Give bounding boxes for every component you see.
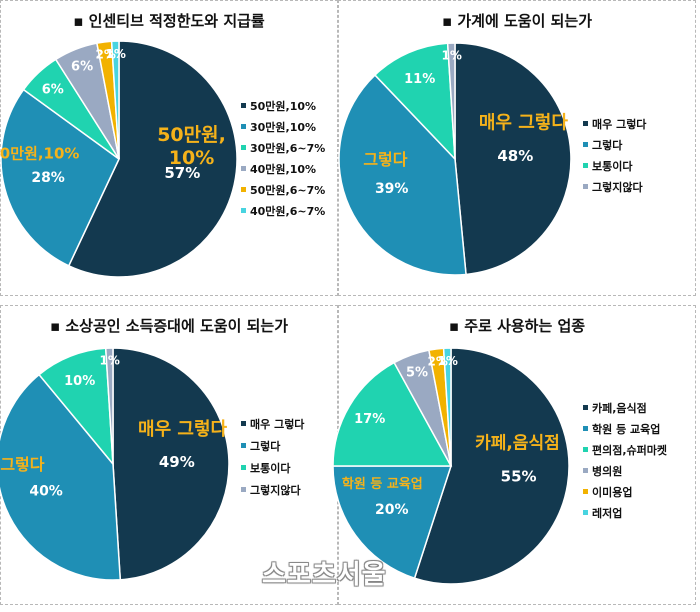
legend-label: 30만원,10%: [250, 120, 316, 134]
legend-swatch: [241, 103, 246, 108]
legend-label: 보통이다: [592, 159, 633, 173]
legend-swatch: [583, 510, 588, 515]
slice-value-label: 1%: [442, 49, 462, 63]
slice-value-label: 6%: [42, 83, 64, 98]
legend-swatch: [241, 145, 246, 150]
pie-slice: [332, 465, 453, 580]
slice-value-label: 10%: [64, 374, 95, 389]
slice-value-label: 5%: [406, 366, 428, 381]
pie-slice: [104, 347, 114, 465]
legend-swatch: [583, 468, 588, 473]
pie-slice: [112, 347, 230, 581]
legend-swatch: [241, 124, 246, 129]
slice-value-label: 57%: [164, 164, 200, 182]
chart-title: ▪ 소상공인 소득증대에 도움이 되는가: [49, 317, 289, 335]
legend-swatch: [241, 208, 246, 213]
legend-swatch: [583, 121, 588, 126]
legend-swatch: [241, 443, 246, 448]
legend-swatch: [583, 447, 588, 452]
legend-swatch: [583, 184, 588, 189]
slice-callout-label: 10%: [169, 147, 214, 169]
pie-slice: [454, 42, 572, 276]
slice-value-label: 48%: [497, 147, 533, 165]
pie-slice: [373, 42, 456, 162]
legend-label: 이미용업: [592, 485, 632, 499]
legend-swatch: [241, 421, 246, 426]
pie-slice: [442, 347, 452, 467]
slice-callout-label: 학원 등 교육업: [342, 476, 423, 492]
slice-callout-label: 매우 그렇다: [138, 419, 228, 440]
legend-swatch: [583, 163, 588, 168]
legend-swatch: [241, 465, 246, 470]
pie-slice: [110, 40, 120, 160]
legend-label: 30만원,6~7%: [250, 141, 325, 155]
watermark-logo: 스포츠서울: [262, 560, 387, 590]
slice-value-label: 55%: [501, 468, 537, 486]
slice-value-label: 2%: [428, 355, 448, 369]
legend-label: 매우 그렇다: [250, 417, 305, 431]
slice-value-label: 1%: [438, 354, 458, 368]
slice-value-label: 28%: [31, 170, 65, 186]
pie-slice: [38, 347, 114, 467]
chart-title: ▪ 가계에 도움이 되는가: [441, 12, 593, 30]
pie-slice: [0, 373, 122, 581]
pie-slice: [413, 347, 570, 585]
slice-value-label: 6%: [71, 60, 93, 75]
legend-label: 편의점,슈퍼마켓: [592, 443, 667, 457]
legend-swatch: [241, 166, 246, 171]
pie-slice: [67, 40, 238, 278]
legend-swatch: [583, 426, 588, 431]
legend-label: 그렇다: [250, 439, 281, 453]
legend-label: 그렇지않다: [250, 483, 301, 497]
slice-callout-label: 매우 그렇다: [479, 113, 569, 134]
slice-value-label: 40%: [29, 484, 63, 500]
slice-callout-label: 그렇다: [363, 150, 407, 169]
slice-value-label: 39%: [375, 181, 409, 197]
legend-label: 그렇다: [592, 138, 623, 152]
slice-callout-label: 30만원,10%: [0, 145, 79, 163]
chart-panel-industry: ▪ 주로 사용하는 업종 55% 20% 17% 5% 2% 1% 카페,음식점 학원 등 교…: [332, 305, 696, 605]
legend-label: 레저업: [592, 506, 622, 520]
legend-label: 학원 등 교육업: [592, 422, 660, 436]
slice-callout-label: 그렇다: [0, 455, 44, 474]
legend-label: 카페,음식점: [592, 401, 647, 415]
pie-slice: [446, 42, 456, 160]
legend-swatch: [241, 187, 246, 192]
legend-swatch: [583, 489, 588, 494]
slice-value-label: 1%: [100, 354, 120, 368]
legend-label: 50만원,6~7%: [250, 183, 325, 197]
slice-value-label: 11%: [404, 72, 435, 87]
legend-label: 40만원,10%: [250, 162, 316, 176]
slice-value-label: 20%: [375, 502, 409, 518]
legend-swatch: [583, 142, 588, 147]
slice-callout-label: 카페,음식점: [475, 434, 560, 454]
pie-slice: [0, 88, 120, 267]
slice-callout-label: 50만원,: [157, 124, 226, 146]
legend-swatch: [583, 405, 588, 410]
legend-label: 40만원,6~7%: [250, 204, 325, 218]
chart-title: ▪ 인센티브 적정한도와 지급률: [73, 12, 265, 30]
chart-panel-incentive: ▪ 인센티브 적정한도와 지급률 57%28%6%6%2%1%50만원,10%3…: [0, 0, 338, 296]
legend-label: 병의원: [592, 464, 622, 478]
slice-value-label: 49%: [159, 453, 195, 471]
legend-label: 50만원,10%: [250, 99, 316, 113]
pie-chart-incentive: 57%28%6%6%2%1%50만원,10%30만원,10%50만원,10%30…: [0, 40, 325, 278]
slice-value-label: 2%: [96, 48, 116, 62]
legend-label: 매우 그렇다: [592, 117, 647, 131]
legend-swatch: [241, 487, 246, 492]
legend-label: 보통이다: [250, 461, 291, 475]
slice-value-label: 17%: [354, 412, 385, 427]
chart-title: ▪ 주로 사용하는 업종: [448, 317, 586, 335]
legend-label: 그렇지않다: [592, 180, 643, 194]
slice-value-label: 1%: [106, 47, 126, 61]
pie-slice: [338, 73, 467, 276]
pie-slice: [332, 361, 453, 467]
